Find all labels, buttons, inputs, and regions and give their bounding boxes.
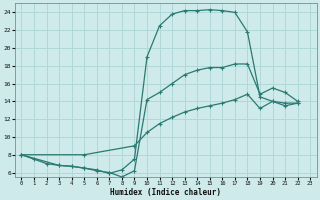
X-axis label: Humidex (Indice chaleur): Humidex (Indice chaleur)	[110, 188, 221, 197]
